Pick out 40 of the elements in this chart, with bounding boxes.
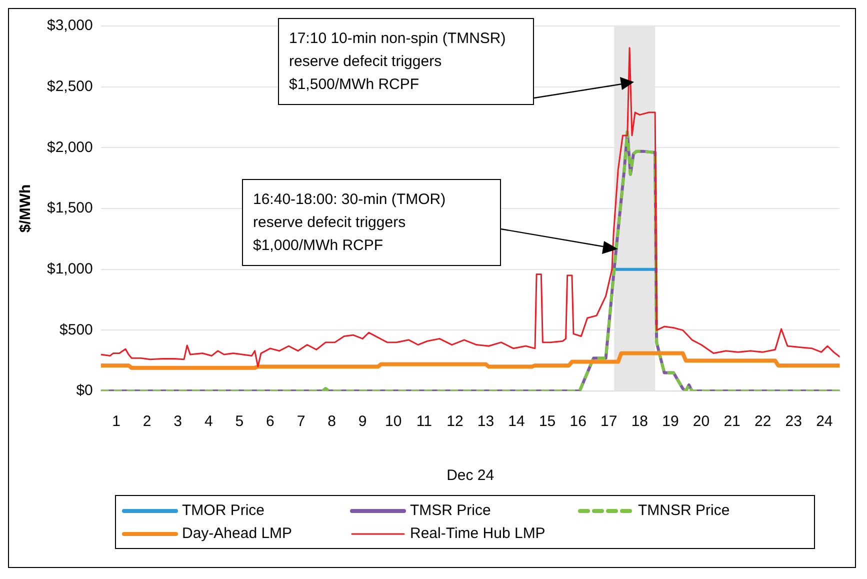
x-tick-label: 14 [508,413,525,430]
x-tick-label: 7 [296,413,306,430]
x-axis-title: Dec 24 [446,467,494,484]
x-tick-label: 1 [112,413,120,430]
x-tick-label: 20 [692,413,710,430]
y-tick-label: $0 [76,382,93,400]
x-tick-label: 5 [235,413,244,430]
x-tick-label: 18 [631,413,648,430]
y-tick-label: $500 [60,321,93,338]
x-tick-label: 15 [538,413,556,430]
x-tick-label: 6 [266,413,274,430]
x-tick-label: 24 [816,413,833,430]
note-box: 17:10 10-min non-spin (TMNSR) reserve defecit triggers $1,500/MWh RCPF [278,18,534,105]
x-tick-label: 9 [358,413,367,430]
legend-label: TMSR Price [410,502,491,519]
x-tick-label: 2 [142,413,152,430]
y-tick-label: $1,000 [46,260,93,278]
legend-label: Day-Ahead LMP [182,525,292,542]
x-tick-label: 23 [785,413,802,430]
y-tick-label: $3,000 [46,17,93,34]
x-tick-label: 16 [570,413,586,430]
x-tick-label: 10 [385,413,402,430]
legend-label: Real-Time Hub LMP [410,525,546,542]
x-tick-label: 11 [416,413,432,430]
legend-label: TMOR Price [182,502,264,519]
x-tick-label: 12 [446,413,464,430]
x-tick-label: 13 [477,413,494,430]
x-tick-label: 17 [600,413,618,430]
x-tick-label: 4 [204,413,213,430]
y-tick-label: $2,000 [46,138,93,156]
x-tick-label: 19 [662,413,679,430]
note-box: 16:40-18:00: 30-min (TMOR) reserve defecit triggers $1,000/MWh RCPF [242,179,501,266]
x-tick-label: 21 [724,413,740,430]
y-tick-label: $1,500 [46,200,93,217]
y-axis-title: $/MWh [17,184,34,233]
legend-label: TMNSR Price [638,502,730,519]
x-tick-label: 8 [328,413,336,430]
x-tick-label: 3 [174,413,182,430]
y-tick-label: $2,500 [46,78,93,95]
x-tick-label: 22 [754,413,772,430]
